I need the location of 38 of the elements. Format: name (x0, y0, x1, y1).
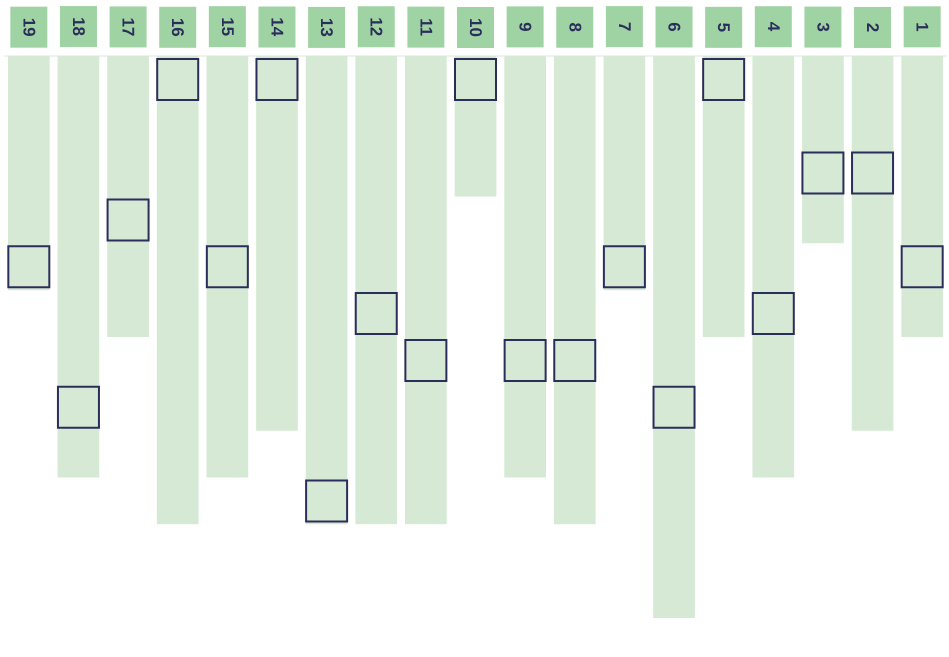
x-tick-label: 9 (516, 22, 535, 32)
point (504, 338, 547, 382)
point (752, 292, 795, 336)
x-tick-label: 15 (218, 17, 237, 36)
point (7, 245, 50, 288)
x-tick-label: 1 (912, 22, 932, 32)
x-tick-label: 14 (267, 17, 286, 37)
point (602, 245, 646, 288)
point (156, 58, 200, 101)
point (404, 338, 448, 382)
point (851, 152, 894, 195)
point (454, 58, 497, 101)
point (206, 245, 249, 288)
x-tick-label: 8 (565, 22, 584, 32)
point (553, 338, 596, 382)
point (900, 245, 944, 288)
x-tick-label: 11 (416, 18, 436, 36)
point (354, 292, 398, 336)
x-tick-label: 6 (664, 22, 684, 32)
point (801, 152, 844, 195)
x-tick-label: 17 (118, 17, 138, 36)
x-tick-label: 16 (168, 18, 188, 37)
x-tick-label: 10 (466, 18, 485, 37)
point (702, 58, 746, 101)
x-tick-label: 19 (19, 18, 38, 37)
x-tick-label: 2 (863, 22, 882, 32)
point (106, 198, 150, 242)
x-tick-label: 18 (68, 17, 88, 36)
point (305, 479, 348, 522)
x-tick-label: 5 (714, 22, 734, 32)
x-tick-label: 4 (764, 22, 783, 32)
point (652, 386, 696, 429)
point (255, 58, 298, 101)
x-tick-label: 3 (813, 22, 832, 32)
x-tick-label: 7 (614, 22, 634, 32)
point (56, 386, 100, 429)
x-tick-label: 12 (366, 17, 386, 36)
x-tick-label: 13 (317, 18, 336, 37)
